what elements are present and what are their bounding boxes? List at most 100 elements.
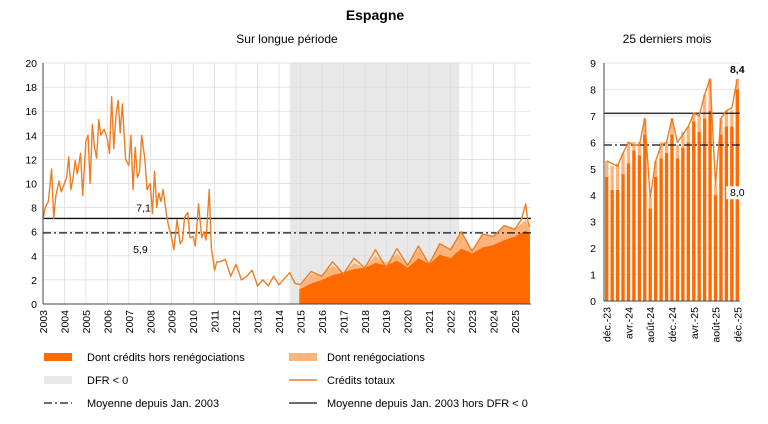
last-total-label: 8,4 [730, 64, 745, 76]
bar-renegociations [637, 142, 642, 156]
y-tick-label: 3 [590, 217, 596, 229]
x-tick-label: 2010 [188, 310, 200, 334]
bar-hors-renegociations [605, 176, 609, 301]
bar-hors-renegociations [730, 126, 734, 301]
bar-hors-renegociations [675, 158, 680, 301]
x-tick-label: 2025 [510, 310, 522, 334]
bar-renegociations [702, 94, 707, 119]
left-chart: 0 2 4 6 8 10 12 14 16 18 20 7,1 5,9 2003 2004 2005 2006 2… [25, 58, 531, 333]
y-tick-label: 16 [25, 106, 37, 118]
bar-hors-renegociations [692, 121, 696, 301]
bar-renegociations [610, 166, 614, 190]
legend-swatch-hors [44, 353, 72, 361]
x-tick-label: 2003 [38, 310, 50, 334]
x-tick-label: 2014 [274, 310, 286, 334]
legend-label-hors: Dont crédits hors renégociations [87, 352, 245, 364]
bar-hors-renegociations [686, 142, 691, 301]
y-tick-label: 20 [25, 58, 37, 70]
bar-renegociations [730, 110, 734, 127]
bar-hors-renegociations [643, 134, 647, 301]
area-hors-renegociations [299, 230, 530, 304]
bar-renegociations [686, 126, 691, 143]
bar-hors-renegociations [702, 118, 707, 302]
bar-renegociations [708, 78, 712, 111]
x-tick-label: déc.-25 [732, 307, 744, 342]
bar-renegociations [697, 115, 701, 132]
right-chart-title: 25 derniers mois [623, 32, 712, 46]
bar-hors-renegociations [719, 134, 723, 301]
legend-label-reneg: Dont renégociations [327, 352, 425, 364]
legend-swatch-reneg [289, 353, 317, 361]
bar-hors-renegociations [670, 134, 674, 301]
x-tick-label: 2013 [253, 310, 265, 334]
legend-label-total: Crédits totaux [327, 375, 395, 387]
right-chart: 0 1 2 3 4 5 6 7 8 9 8,4 8,0 déc.-23 avr.-24 août-24 déc… [590, 58, 749, 343]
legend-label-mean-all: Moyenne depuis Jan. 2003 [87, 398, 219, 410]
y-tick-label: 10 [25, 179, 37, 191]
legend-item-hors: Dont crédits hors renégociations [44, 352, 245, 364]
bar-hors-renegociations [637, 155, 642, 301]
x-tick-label: 2017 [338, 310, 350, 334]
x-tick-label: 2006 [102, 310, 114, 334]
y-tick-label: 7 [590, 111, 596, 123]
x-tick-label: août-24 [645, 307, 657, 343]
bar-renegociations [648, 197, 652, 209]
bar-hors-renegociations [724, 126, 729, 301]
y-tick-label: 6 [31, 227, 37, 239]
bar-renegociations [664, 142, 669, 153]
bar-renegociations [670, 118, 674, 135]
x-tick-label: 2023 [467, 310, 479, 334]
legend-label-dfr: DFR < 0 [87, 375, 128, 387]
x-tick-label: 2008 [145, 310, 157, 334]
last-hors-label: 8,0 [730, 187, 745, 199]
bar-hors-renegociations [621, 174, 625, 301]
last-hors-label-bg [726, 186, 749, 200]
bar-renegociations [713, 184, 718, 196]
legend-swatch-dfr [44, 376, 72, 384]
legend-item-dfr: DFR < 0 [44, 375, 128, 387]
bar-hors-renegociations [713, 195, 718, 301]
y-tick-label: 18 [25, 82, 37, 94]
figure-title: Espagne [346, 7, 405, 23]
legend-item-mean-all: Moyenne depuis Jan. 2003 [44, 398, 219, 410]
series-line-credits-totaux [606, 78, 738, 199]
bar-hors-renegociations [648, 208, 652, 301]
legend: Dont crédits hors renégociations Dont re… [44, 352, 528, 410]
x-tick-label: 2005 [81, 310, 93, 334]
x-tick-label: 2004 [59, 310, 71, 334]
x-tick-label: 2015 [295, 310, 307, 334]
bar-hors-renegociations [626, 163, 631, 301]
y-tick-label: 5 [590, 164, 596, 176]
y-tick-label: 0 [31, 299, 37, 311]
bar-renegociations [724, 110, 729, 127]
bar-hors-renegociations [653, 176, 658, 301]
x-tick-label: 2024 [488, 310, 500, 334]
y-tick-label: 4 [31, 251, 37, 263]
x-tick-label: 2012 [231, 310, 243, 334]
y-tick-label: 8 [590, 84, 596, 96]
y-tick-label: 14 [25, 130, 37, 142]
x-tick-label: 2020 [403, 310, 415, 334]
x-tick-label: 2009 [167, 310, 179, 334]
y-tick-label: 6 [590, 137, 596, 149]
bar-hors-renegociations [708, 110, 712, 301]
legend-label-mean-excl: Moyenne depuis Jan. 2003 hors DFR < 0 [327, 398, 528, 410]
legend-item-total: Crédits totaux [289, 375, 395, 387]
bar-hors-renegociations [664, 152, 669, 301]
y-tick-label: 0 [590, 296, 596, 308]
y-tick-label: 8 [31, 203, 37, 215]
bar-renegociations [605, 160, 609, 177]
x-tick-label: 2018 [360, 310, 372, 334]
x-tick-label: 2016 [317, 310, 329, 334]
y-tick-label: 2 [31, 275, 37, 287]
bar-renegociations [653, 160, 658, 177]
bar-hors-renegociations [615, 189, 620, 301]
bar-renegociations [692, 113, 696, 122]
series-line-credits-totaux [42, 96, 531, 287]
x-tick-label: déc.-23 [602, 307, 614, 342]
bar-hors-renegociations [610, 189, 614, 301]
x-tick-label: août-25 [711, 307, 723, 343]
x-tick-label: avr.-25 [689, 307, 701, 339]
bar-hors-renegociations [632, 150, 636, 301]
